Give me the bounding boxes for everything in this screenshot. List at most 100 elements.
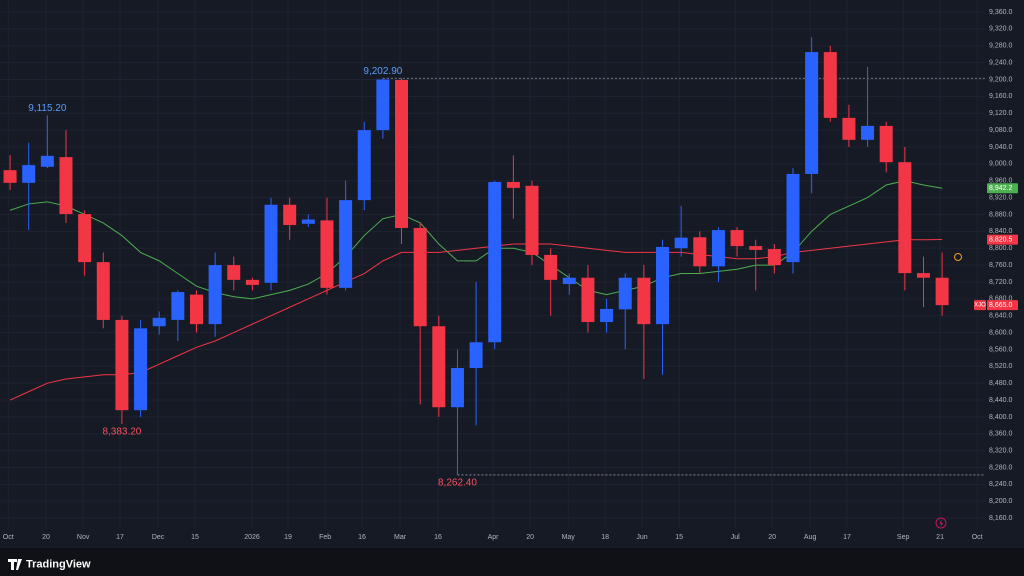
candle-body <box>227 265 241 280</box>
x-tick-label: May <box>562 534 576 541</box>
candle <box>432 315 446 417</box>
candle <box>544 248 558 316</box>
x-tick-label: 15 <box>675 534 683 541</box>
candle <box>339 180 353 291</box>
y-tick-label: 8,720.0 <box>989 279 1012 286</box>
y-tick-label: 8,520.0 <box>989 363 1012 370</box>
candle <box>749 239 763 291</box>
candle <box>786 168 800 274</box>
dividend-marker[interactable] <box>954 253 962 261</box>
candle <box>767 243 781 274</box>
candle <box>208 252 222 337</box>
y-tick-label: 9,080.0 <box>989 127 1012 134</box>
candle-body <box>749 246 763 250</box>
extreme-price-label: 9,115.20 <box>28 103 67 114</box>
y-tick-label: 8,960.0 <box>989 178 1012 185</box>
y-tick-label: 9,120.0 <box>989 110 1012 117</box>
candle <box>693 231 707 274</box>
y-tick-label: 8,360.0 <box>989 431 1012 438</box>
candle-body <box>842 117 856 140</box>
candle-body <box>171 292 185 320</box>
candle <box>283 197 297 240</box>
candle-body <box>544 254 558 280</box>
candle-body <box>656 246 670 325</box>
candle-body <box>301 219 315 224</box>
candle-body <box>432 326 446 408</box>
candle <box>40 115 54 169</box>
candle <box>245 277 259 291</box>
candle-body <box>450 367 464 408</box>
candle <box>3 155 17 191</box>
y-tick-label: 8,920.0 <box>989 194 1012 201</box>
y-tick-label: 8,760.0 <box>989 262 1012 269</box>
y-tick-label: 9,200.0 <box>989 76 1012 83</box>
candle <box>96 252 110 329</box>
candle <box>152 311 166 335</box>
candle-body <box>283 204 297 226</box>
candle <box>395 78 409 244</box>
y-tick-label: 9,240.0 <box>989 59 1012 66</box>
price-badge <box>987 183 1018 194</box>
candle-body <box>525 185 539 255</box>
candle-body <box>96 262 110 320</box>
candle <box>227 256 241 291</box>
x-tick-label: Mar <box>394 534 407 541</box>
y-tick-label: 8,280.0 <box>989 464 1012 471</box>
candle-body <box>78 214 92 263</box>
candle <box>898 146 912 291</box>
candle-body <box>693 237 707 267</box>
y-tick-label: 8,680.0 <box>989 296 1012 303</box>
candle-body <box>861 125 875 140</box>
candle <box>525 180 539 266</box>
x-tick-label: 19 <box>284 534 292 541</box>
brand-name: TradingView <box>26 558 91 570</box>
candle <box>413 222 427 405</box>
candle-body <box>767 249 781 266</box>
candle <box>879 121 893 173</box>
x-tick-label: Nov <box>77 534 90 541</box>
y-tick-label: 9,040.0 <box>989 144 1012 151</box>
candle-body <box>208 265 222 325</box>
candle <box>581 265 595 333</box>
candle <box>730 227 744 257</box>
candle <box>618 273 632 350</box>
candle <box>842 104 856 147</box>
x-tick-label: 16 <box>358 534 366 541</box>
event-icon <box>939 519 943 527</box>
candle <box>488 180 502 350</box>
symbol-badge <box>974 300 986 311</box>
price-badge-label: 8,942.2 <box>989 185 1012 192</box>
x-tick-label: 20 <box>768 534 776 541</box>
candle <box>450 349 464 475</box>
candle-body <box>245 279 259 285</box>
candle-body <box>618 277 632 310</box>
candle-body <box>600 308 614 323</box>
candle <box>935 252 949 316</box>
candle-body <box>134 328 148 411</box>
candle <box>264 197 278 291</box>
x-tick-label: Oct <box>3 534 14 541</box>
extreme-price-label: 8,383.20 <box>102 427 141 438</box>
candle-body <box>562 277 576 285</box>
symbol-label: XJO <box>974 303 986 309</box>
event-marker[interactable] <box>935 517 947 529</box>
y-tick-label: 8,160.0 <box>989 515 1012 522</box>
price-badge <box>987 300 1018 311</box>
y-tick-label: 9,160.0 <box>989 93 1012 100</box>
y-tick-label: 8,240.0 <box>989 481 1012 488</box>
candle <box>115 315 129 425</box>
logo: TradingView <box>8 558 91 570</box>
candle <box>357 121 371 211</box>
candle <box>171 290 185 341</box>
candle-body <box>320 220 334 288</box>
x-tick-label: 17 <box>843 534 851 541</box>
y-tick-label: 8,560.0 <box>989 346 1012 353</box>
y-tick-label: 9,360.0 <box>989 9 1012 16</box>
price-badge <box>987 234 1018 245</box>
candle-body <box>376 79 390 131</box>
y-tick-label: 8,880.0 <box>989 211 1012 218</box>
candle-body <box>357 130 371 201</box>
